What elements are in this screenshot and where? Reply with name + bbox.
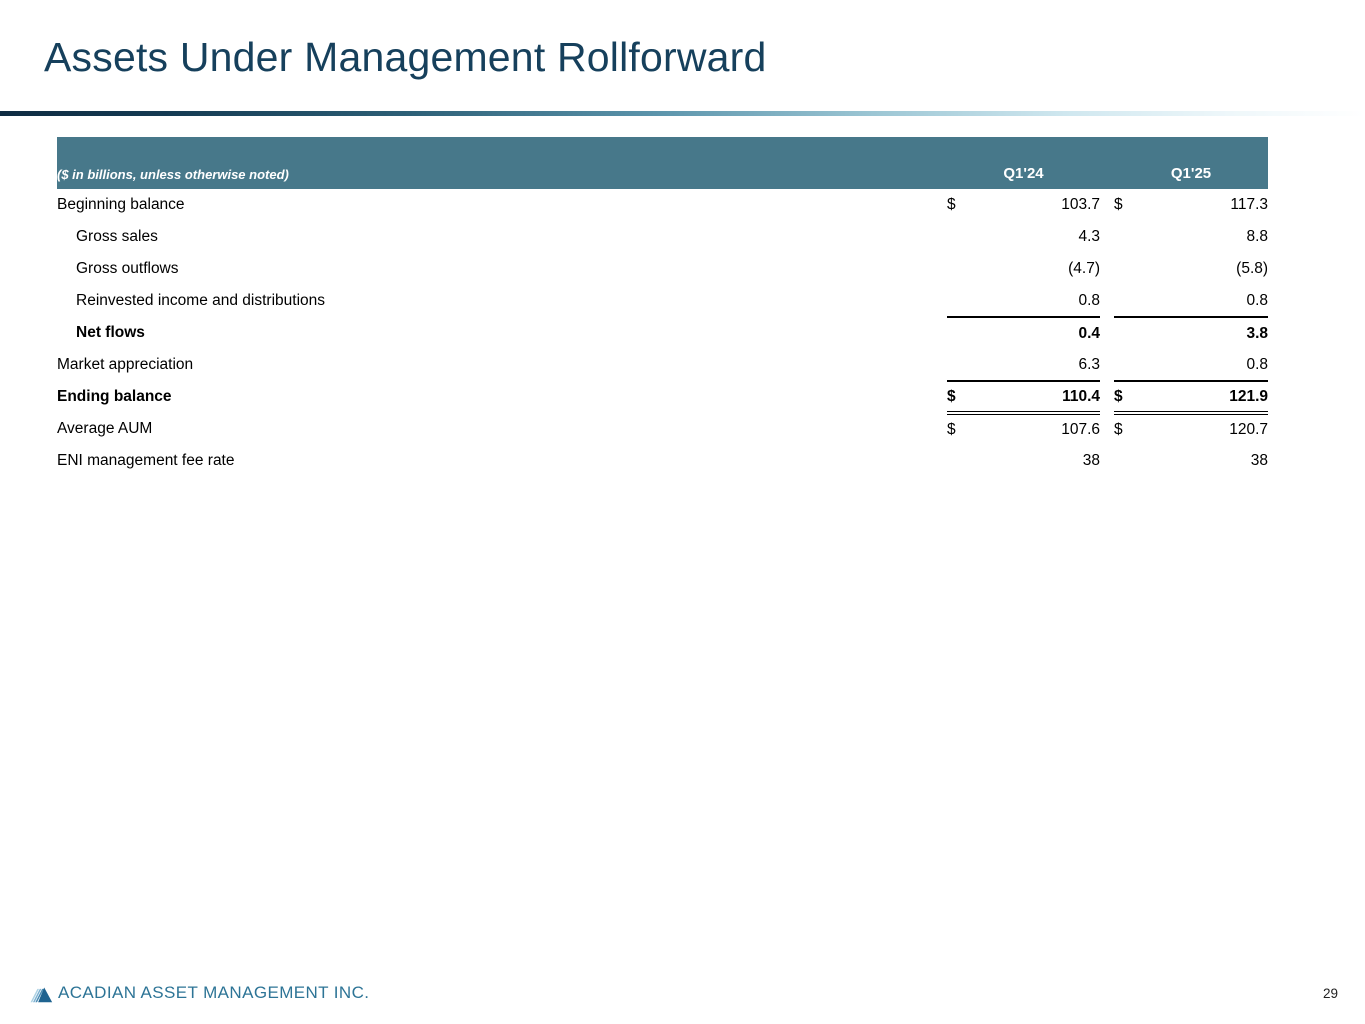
value-q125: 3.8 <box>1246 324 1269 342</box>
title-divider <box>0 111 1365 116</box>
currency-symbol: $ <box>947 381 983 415</box>
currency-symbol <box>947 285 983 318</box>
currency-symbol: $ <box>1114 196 1123 213</box>
column-gap <box>1100 137 1115 189</box>
footer-brand: ACADIAN ASSET MANAGEMENT INC. <box>30 983 369 1003</box>
row-label: Net flows <box>76 324 145 341</box>
acadian-logo-icon <box>30 987 53 1002</box>
aum-rollforward-table-container: ($ in billions, unless otherwise noted) … <box>57 137 1269 477</box>
value-q125: 120.7 <box>1229 421 1269 438</box>
value-q125: (5.8) <box>1236 260 1269 277</box>
row-label: Market appreciation <box>57 356 194 373</box>
value-q124: 107.6 <box>1061 421 1101 438</box>
value-q124: 103.7 <box>1061 196 1101 213</box>
value-q124: 6.3 <box>983 349 1101 382</box>
currency-symbol <box>947 317 983 349</box>
value-q124: (4.7) <box>1068 260 1101 277</box>
currency-symbol: $ <box>947 421 956 438</box>
row-label: ENI management fee rate <box>57 452 235 469</box>
company-name: ACADIAN ASSET MANAGEMENT INC. <box>58 983 370 1002</box>
currency-symbol: $ <box>1114 381 1152 415</box>
value-q125: 0.8 <box>1151 349 1269 382</box>
value-q124: 0.4 <box>1078 324 1101 342</box>
row-label: Reinvested income and distributions <box>76 292 325 309</box>
aum-rollforward-table: ($ in billions, unless otherwise noted) … <box>57 137 1269 477</box>
currency-symbol <box>1114 349 1152 382</box>
currency-symbol <box>1114 445 1151 477</box>
row-label: Average AUM <box>57 420 153 437</box>
currency-symbol <box>1114 221 1151 253</box>
page-title: Assets Under Management Rollforward <box>44 34 767 80</box>
table-row-market-appreciation: Market appreciation 6.3 0.8 <box>57 349 1269 382</box>
table-units-note: ($ in billions, unless otherwise noted) <box>57 137 947 189</box>
currency-symbol <box>1114 253 1151 285</box>
value-q124: 110.4 <box>983 381 1101 415</box>
page-number: 29 <box>1322 986 1338 1001</box>
currency-symbol <box>1114 317 1151 349</box>
row-label: Gross sales <box>76 228 158 245</box>
value-q124: 38 <box>1082 452 1101 469</box>
value-q125: 121.9 <box>1151 381 1269 415</box>
currency-symbol: $ <box>1114 421 1123 438</box>
table-row-reinvested-income: Reinvested income and distributions 0.8 … <box>57 285 1269 318</box>
currency-symbol: $ <box>947 196 956 213</box>
value-q124: 0.8 <box>983 285 1101 318</box>
column-header-q124: Q1'24 <box>947 137 1101 189</box>
table-row-average-aum: Average AUM $ 107.6 $ 120.7 <box>57 413 1268 445</box>
table-row-beginning-balance: Beginning balance $ 103.7 $ 117.3 <box>57 189 1268 221</box>
currency-symbol <box>947 445 983 477</box>
value-q125: 0.8 <box>1151 285 1269 318</box>
currency-symbol <box>947 221 983 253</box>
table-row-eni-management-fee-rate: ENI management fee rate 38 38 <box>57 445 1268 477</box>
value-q125: 38 <box>1250 452 1269 469</box>
column-header-q125: Q1'25 <box>1114 137 1269 189</box>
table-row-gross-sales: Gross sales 4.3 8.8 <box>57 221 1268 253</box>
table-row-net-flows: Net flows 0.4 3.8 <box>57 317 1268 349</box>
value-q125: 117.3 <box>1230 196 1269 213</box>
currency-symbol <box>947 253 983 285</box>
value-q125: 8.8 <box>1246 228 1269 245</box>
currency-symbol <box>1114 285 1152 318</box>
table-row-gross-outflows: Gross outflows (4.7) (5.8) <box>57 253 1268 285</box>
row-label: Gross outflows <box>76 260 179 277</box>
row-label: Beginning balance <box>57 196 185 213</box>
table-header-row: ($ in billions, unless otherwise noted) … <box>57 137 1269 189</box>
value-q124: 4.3 <box>1078 228 1101 245</box>
table-row-ending-balance: Ending balance $ 110.4 $ 121.9 <box>57 381 1269 415</box>
row-label: Ending balance <box>57 388 172 405</box>
currency-symbol <box>947 349 983 382</box>
